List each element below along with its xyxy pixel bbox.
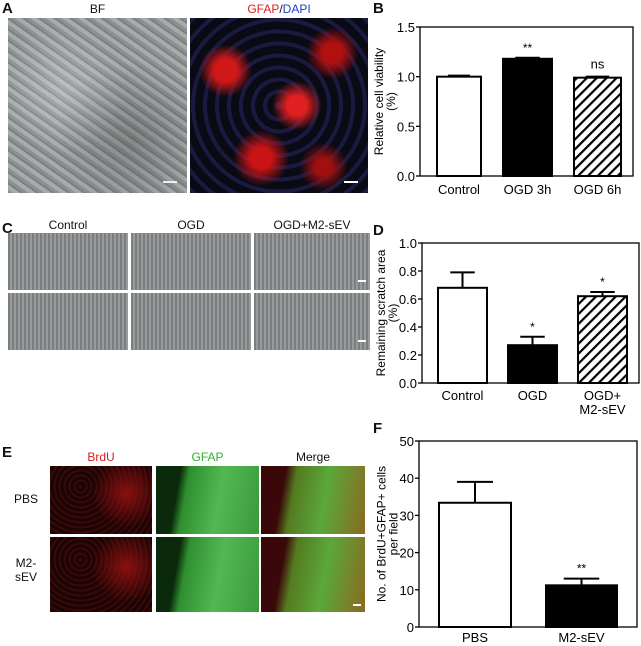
bar-control (436, 75, 482, 177)
panel-a-label: A (2, 0, 13, 17)
y-tick-label: 0.2 (399, 348, 417, 363)
merge-image (261, 466, 365, 534)
col-merge: Merge (295, 450, 330, 464)
panel-f-label: F (373, 420, 383, 437)
x-tick-label: OGD (518, 388, 548, 403)
y-tick-label: 50 (400, 434, 414, 449)
dapi-text: DAPI (282, 2, 311, 16)
y-tick-label: 0.4 (399, 320, 417, 335)
y-tick-label: 0.0 (397, 169, 415, 184)
bf-micrograph (8, 18, 187, 193)
x-tick-label: OGD 6h (574, 182, 622, 197)
x-tick-label: Control (438, 182, 480, 197)
plot-frame (418, 440, 638, 628)
gfap-dapi-label: GFAP/DAPI (190, 2, 368, 16)
scale-bar (353, 604, 361, 606)
x-tick-label: OGD+ (584, 388, 621, 403)
gfap-text: GFAP (247, 2, 280, 16)
brdu-image (50, 537, 152, 612)
significance-label: ns (591, 57, 605, 72)
y-tick-label: 1.0 (397, 70, 415, 85)
scratch-image (254, 233, 370, 290)
gfap-image (156, 466, 259, 534)
scratch-image (254, 293, 370, 350)
panel-e-label: E (2, 444, 13, 461)
y-tick-label: 0.5 (397, 119, 415, 134)
scale-bar (344, 181, 358, 183)
scratch-image (131, 233, 251, 290)
col-ogd-m2sev: OGD+M2-sEV (273, 218, 351, 232)
panel-c-label: C (2, 220, 13, 237)
y-tick-label: 0.0 (399, 376, 417, 391)
bar-control (437, 286, 488, 384)
bar-m2-sev (545, 584, 618, 628)
y-tick-label: 1.0 (399, 236, 417, 251)
significance-label: * (600, 275, 605, 289)
scratch-image (8, 293, 128, 350)
scale-bar (358, 280, 366, 282)
scale-bar (358, 340, 366, 342)
col-control: Control (48, 218, 88, 232)
bar-ogd-m2-sev (577, 295, 628, 385)
col-gfap: GFAP (191, 450, 224, 464)
y-tick-label: 0.6 (399, 292, 417, 307)
y-axis-label: No. of BrdU+GFAP+ cellsper field (375, 466, 401, 602)
x-tick-label: PBS (462, 630, 488, 645)
bar-ogd-3h (502, 57, 553, 177)
merge-image (261, 537, 365, 612)
significance-label: ** (577, 562, 587, 576)
y-tick-label: 0.8 (399, 264, 417, 279)
panel-d-label: D (373, 222, 384, 239)
bar-pbs (438, 501, 512, 629)
y-tick-label: 1.5 (397, 20, 415, 35)
x-tick-label: M2-sEV (579, 402, 626, 417)
panel-b-label: B (373, 0, 384, 17)
gfap-dapi-micrograph (190, 18, 368, 193)
col-brdu: BrdU (87, 450, 115, 464)
y-tick-label: 30 (400, 508, 414, 523)
y-axis-label: Remaining scratch area(%) (374, 249, 400, 376)
y-tick-label: 0 (407, 620, 414, 635)
y-axis-label: Relative cell viability(%) (372, 48, 398, 155)
y-tick-label: 40 (400, 471, 414, 486)
x-tick-label: M2-sEV (558, 630, 605, 645)
y-tick-label: 20 (400, 546, 414, 561)
col-ogd: OGD (177, 218, 205, 232)
row-m2sev: M2- sEV (14, 556, 37, 584)
bar-ogd (507, 344, 558, 385)
x-tick-label: OGD 3h (504, 182, 552, 197)
scratch-image (8, 233, 128, 290)
gfap-image (156, 537, 259, 612)
significance-label: * (530, 320, 535, 334)
significance-label: ** (523, 41, 533, 55)
y-tick-label: 10 (400, 583, 414, 598)
bar-ogd-6h (573, 76, 622, 177)
sep: / (279, 2, 283, 16)
row-pbs: PBS (13, 492, 38, 506)
x-tick-label: Control (442, 388, 484, 403)
scratch-image (131, 293, 251, 350)
bf-label: BF (89, 2, 106, 16)
brdu-image (50, 466, 152, 534)
